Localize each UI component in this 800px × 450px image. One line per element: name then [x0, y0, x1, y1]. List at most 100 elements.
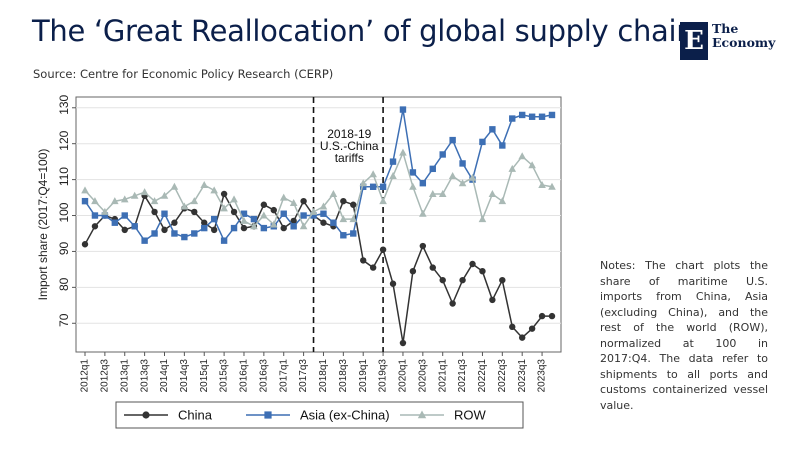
- data-point: [399, 148, 407, 156]
- data-point: [409, 182, 417, 190]
- data-point: [409, 267, 417, 275]
- y-tick-label-80: 80: [57, 277, 71, 291]
- data-point: [429, 165, 436, 173]
- data-point: [360, 257, 367, 264]
- data-point: [419, 179, 427, 187]
- x-tick-label-2021q3: 2021q3: [457, 359, 468, 393]
- data-point: [310, 212, 317, 219]
- data-point: [279, 193, 288, 201]
- data-point: [319, 202, 328, 210]
- data-point: [290, 217, 297, 225]
- data-point: [280, 210, 287, 217]
- data-point: [121, 226, 128, 234]
- data-point: [548, 111, 556, 119]
- data-point: [538, 180, 546, 188]
- data-point: [309, 207, 318, 215]
- data-point: [518, 111, 526, 119]
- data-point: [230, 195, 238, 203]
- data-point: [528, 113, 536, 120]
- y-tick-label-100: 100: [57, 202, 71, 222]
- x-tick-label-2012q3: 2012q3: [100, 359, 111, 393]
- data-point: [498, 197, 507, 205]
- data-point: [409, 169, 417, 176]
- data-point: [201, 224, 208, 232]
- data-point: [429, 264, 436, 271]
- data-point: [260, 211, 268, 219]
- data-point: [91, 197, 99, 205]
- data-point: [399, 339, 407, 347]
- data-point: [250, 222, 258, 230]
- data-point: [508, 164, 517, 172]
- data-point: [101, 212, 109, 219]
- data-point: [151, 208, 158, 216]
- data-point: [151, 230, 158, 237]
- data-point: [160, 191, 169, 199]
- data-point: [300, 197, 307, 205]
- brand-logo: E The Economy: [680, 22, 775, 60]
- data-point: [439, 151, 446, 158]
- data-point: [111, 219, 119, 226]
- data-point: [389, 280, 397, 287]
- data-point: [280, 224, 287, 232]
- data-point: [299, 222, 308, 230]
- y-axis-label: Import share (2017:Q4=100): [36, 149, 50, 301]
- data-point: [240, 210, 248, 217]
- data-point: [489, 296, 496, 304]
- legend: China Asia (ex-China) ROW: [115, 401, 524, 429]
- data-point: [220, 204, 228, 212]
- data-point: [201, 219, 208, 226]
- data-point: [210, 215, 218, 223]
- y-tick-label-130: 130: [57, 94, 71, 114]
- data-point: [170, 182, 179, 190]
- data-point: [528, 325, 536, 332]
- data-point: [488, 189, 497, 197]
- x-tick-label-2022q3: 2022q3: [497, 359, 508, 393]
- legend-box: [115, 401, 524, 429]
- data-point: [518, 152, 526, 160]
- x-tick-label-2014q1: 2014q1: [159, 359, 170, 393]
- series-group: [81, 106, 556, 347]
- x-tick-label-2013q3: 2013q3: [139, 359, 150, 393]
- data-point: [369, 170, 377, 178]
- data-point: [260, 201, 268, 208]
- data-point: [489, 126, 496, 133]
- data-point: [81, 241, 89, 248]
- data-point: [379, 246, 387, 253]
- data-point: [448, 172, 457, 180]
- data-point: [349, 215, 358, 223]
- y-tick-label-110: 110: [57, 167, 71, 186]
- annotation-line-2: tariffs: [335, 151, 364, 165]
- data-point: [250, 215, 258, 223]
- data-point: [479, 267, 486, 275]
- annotation-line-0: 2018-19: [327, 127, 371, 141]
- data-point: [469, 260, 476, 268]
- data-point: [459, 160, 466, 167]
- data-point: [468, 173, 477, 181]
- x-tick-label-2020q3: 2020q3: [417, 359, 428, 393]
- brand-name: The Economy: [712, 22, 775, 50]
- data-point: [81, 197, 89, 205]
- data-point: [509, 323, 516, 331]
- data-point: [369, 183, 377, 190]
- data-point: [101, 207, 109, 215]
- brand-mark: E: [680, 22, 708, 60]
- data-point: [230, 208, 238, 216]
- data-point: [459, 276, 466, 284]
- data-point: [369, 264, 377, 271]
- data-point: [399, 106, 407, 113]
- data-point: [140, 188, 149, 196]
- data-point: [120, 195, 129, 203]
- data-point: [379, 197, 387, 205]
- x-tick-label-2023q1: 2023q1: [517, 359, 528, 393]
- data-point: [339, 215, 348, 223]
- data-point: [289, 198, 298, 206]
- x-tick-label-2017q1: 2017q1: [278, 359, 289, 393]
- data-point: [379, 183, 387, 190]
- data-point: [518, 334, 526, 341]
- data-point: [220, 190, 228, 198]
- legend-label-0: China: [178, 408, 213, 423]
- y-tick-label-90: 90: [57, 241, 71, 255]
- data-point: [389, 158, 397, 165]
- x-tick-label-2017q3: 2017q3: [298, 359, 309, 393]
